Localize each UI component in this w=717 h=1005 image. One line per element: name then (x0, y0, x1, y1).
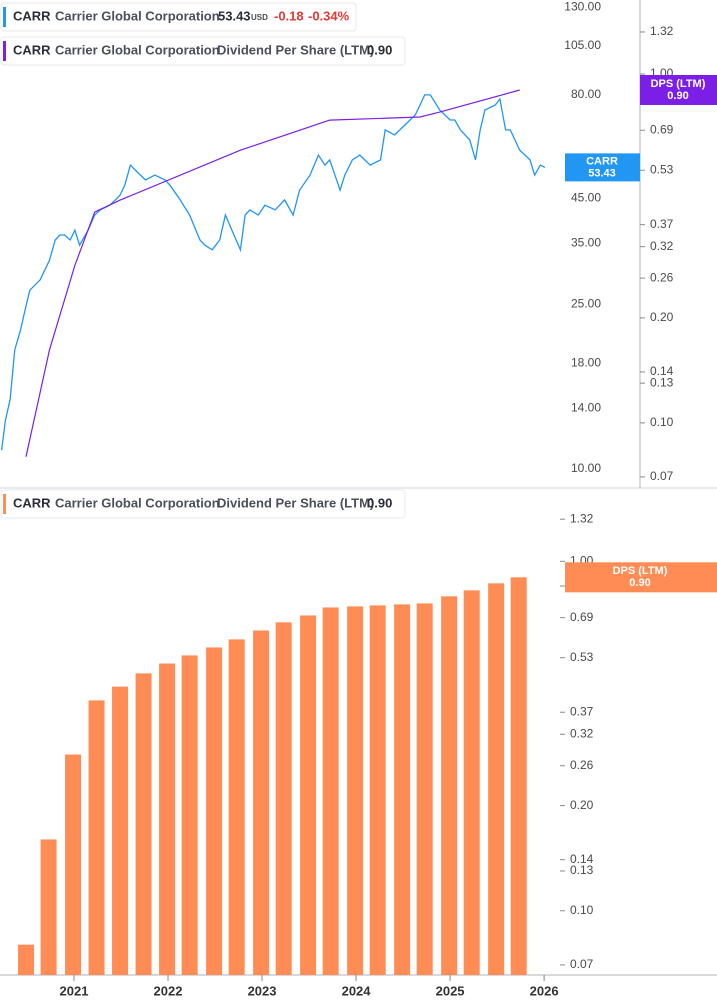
y2-tick-label: 0.26 (650, 270, 674, 284)
legend-box (0, 2, 357, 32)
y2-tick-label: 0.07 (650, 469, 674, 483)
x-tick-label: 2025 (436, 983, 465, 998)
legend-value: 0.90 (367, 42, 392, 57)
y-tick-label: 10.00 (571, 461, 601, 475)
bar (181, 655, 198, 975)
y-tick-label: 0.37 (570, 704, 594, 718)
legend-symbol: CARR (13, 42, 51, 57)
bar (206, 647, 223, 975)
legend-swatch (3, 7, 6, 27)
x-tick-label: 2021 (60, 983, 89, 998)
y-tick-label: 35.00 (571, 236, 601, 250)
legend-symbol: CARR (13, 495, 51, 510)
y-tick-label: 105.00 (564, 38, 601, 52)
bar (228, 639, 245, 975)
legend-change-pct: -0.34% (308, 8, 350, 23)
legend-change: -0.18 (274, 8, 304, 23)
y-tick-label: 0.10 (570, 903, 594, 917)
y-tick-label: 18.00 (571, 355, 601, 369)
y-tick-label: 0.26 (570, 758, 594, 772)
price-box (565, 153, 640, 182)
legend-box (0, 489, 406, 519)
y2-tick-label: 0.14 (650, 364, 674, 378)
bar (112, 686, 129, 975)
bar (441, 596, 458, 975)
legend-metric: Dividend Per Share (LTM) (217, 495, 374, 510)
line (25, 89, 520, 457)
dps-box-value: 0.90 (667, 90, 688, 102)
y-tick-label: 130.00 (564, 0, 601, 13)
x-tick-label: 2026 (530, 983, 559, 998)
x-tick-label: 2022 (154, 983, 183, 998)
x-tick-label: 2024 (342, 983, 372, 998)
bar (488, 583, 505, 975)
legend-metric: Dividend Per Share (LTM) (217, 42, 374, 57)
line (0, 94, 546, 451)
y2-tick-label: 0.32 (650, 239, 674, 253)
y-tick-label: 80.00 (571, 87, 601, 101)
bar (253, 630, 270, 975)
dps-box-name: DPS (LTM) (613, 565, 668, 577)
y2-tick-label: 0.13 (650, 375, 674, 389)
y2-tick-label: 0.20 (650, 310, 674, 324)
bar (347, 606, 364, 975)
legend-symbol: CARR (13, 8, 51, 23)
price-box-symbol: CARR (586, 155, 618, 167)
bar (394, 604, 411, 975)
bar (65, 754, 82, 975)
y2-tick-label: 1.32 (650, 24, 674, 38)
y-tick-label: 0.32 (570, 726, 594, 740)
bar (18, 944, 35, 975)
legend-value: 0.90 (367, 495, 392, 510)
y-tick-label: 14.00 (571, 401, 601, 415)
bar (416, 603, 433, 975)
legend-swatch (3, 494, 6, 514)
y-tick-label: 0.69 (570, 610, 594, 624)
bar (88, 700, 105, 975)
legend-box (0, 36, 406, 66)
dps-box (640, 74, 717, 105)
legend: CARR Carrier Global Corporation 53.43 US… (0, 2, 406, 519)
y-tick-label: 45.00 (571, 190, 601, 204)
dps-box-value: 0.90 (629, 577, 650, 589)
y-tick-label: 0.07 (570, 957, 594, 971)
bar (135, 673, 152, 975)
legend-price: 53.43 (218, 8, 251, 23)
y-tick-label: 0.13 (570, 863, 594, 877)
legend-company: Carrier Global Corporation (55, 495, 220, 510)
y2-tick-label: 0.10 (650, 415, 674, 429)
bar (322, 607, 339, 975)
bar (300, 615, 317, 975)
bar (369, 605, 386, 975)
bar (159, 663, 176, 975)
legend-company: Carrier Global Corporation (55, 8, 220, 23)
legend-company: Carrier Global Corporation (55, 42, 220, 57)
dps-box-name: DPS (LTM) (651, 78, 706, 90)
y-tick-label: 25.00 (571, 296, 601, 310)
dps-box (565, 562, 717, 593)
y2-tick-label: 0.37 (650, 217, 674, 231)
y2-tick-label: 0.69 (650, 122, 674, 136)
bar (463, 590, 480, 975)
price-box-value: 53.43 (588, 167, 616, 179)
x-tick-label: 2023 (248, 983, 277, 998)
y-tick-label: 0.53 (570, 650, 594, 664)
bar (40, 839, 57, 975)
bar (275, 622, 292, 975)
legend-currency: USD (251, 13, 268, 22)
bar (510, 577, 527, 975)
legend-swatch (3, 41, 6, 61)
y-tick-label: 0.20 (570, 798, 594, 812)
y-tick-label: 0.14 (570, 852, 594, 866)
y2-tick-label: 0.53 (650, 162, 674, 176)
y-tick-label: 1.32 (570, 511, 594, 525)
